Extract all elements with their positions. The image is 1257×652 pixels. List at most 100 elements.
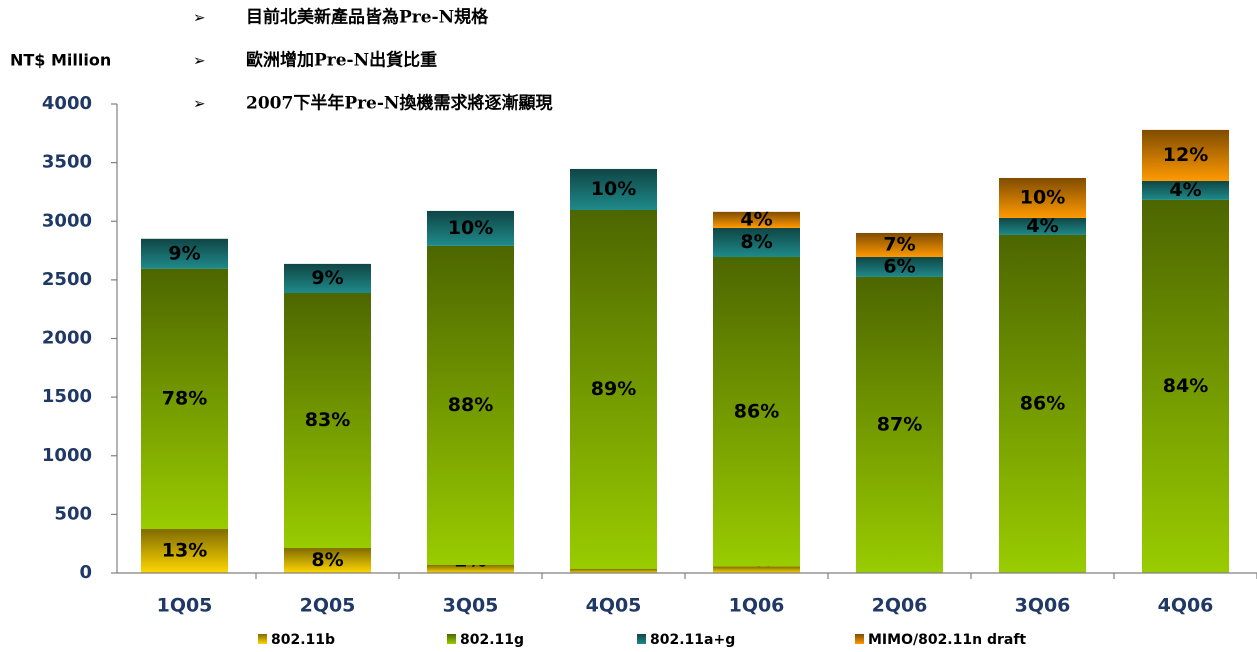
- bar-shade: [856, 257, 943, 277]
- bar-segment: [284, 293, 371, 549]
- bar-shade: [856, 276, 943, 573]
- bar-segment: [1142, 180, 1229, 200]
- bar-segment: [141, 238, 228, 269]
- bar-segment: [284, 548, 371, 573]
- legend-swatch-shade: [447, 634, 456, 644]
- data-label: 89%: [591, 378, 636, 400]
- data-label: 4%: [1169, 179, 1201, 201]
- bar-shade: [1142, 199, 1229, 573]
- x-tick-label: 1Q05: [157, 595, 213, 617]
- data-label: 88%: [448, 394, 493, 416]
- bar-segment: [999, 217, 1086, 235]
- x-tick-label: 1Q06: [729, 595, 785, 617]
- bar-shade: [284, 293, 371, 549]
- y-tick-label: 1500: [42, 386, 92, 407]
- bar-shade: [427, 210, 514, 246]
- data-label: 86%: [734, 400, 779, 422]
- x-tick-label: 4Q05: [586, 595, 642, 617]
- bar-segment: [1142, 129, 1229, 181]
- data-label: 6%: [883, 255, 915, 277]
- note-bullet: ➢: [193, 9, 206, 27]
- note: 目前北美新產品皆為Pre-N規格: [246, 7, 489, 28]
- unit-label: NT$ Million: [10, 51, 111, 70]
- x-tick-label: 3Q06: [1015, 595, 1071, 617]
- bar-segment: [1142, 199, 1229, 573]
- legend-label: 802.11b: [271, 632, 335, 648]
- notes: ➢ 目前北美新產品皆為Pre-N規格 ➢ 歐洲增加Pre-N出貨比重 ➢ 2007下半年P…: [193, 7, 552, 114]
- bar-shade: [570, 209, 657, 570]
- x-tick-label: 4Q06: [1158, 595, 1214, 617]
- data-label: 9%: [311, 267, 343, 289]
- bar-shade: [284, 548, 371, 573]
- bar-shade: [141, 238, 228, 269]
- bar-segment: [141, 529, 228, 573]
- bar-shade: [141, 268, 228, 530]
- y-tick-label: 2000: [42, 328, 92, 349]
- data-label: 7%: [883, 233, 915, 255]
- legend-swatch-shade: [637, 634, 646, 644]
- bar-segment: [713, 257, 800, 567]
- legend-swatch-shade: [855, 634, 864, 644]
- data-label: 87%: [877, 413, 922, 435]
- data-label: 10%: [591, 178, 636, 200]
- bar-segment: [570, 168, 657, 210]
- legend-label: 802.11a+g: [650, 632, 735, 648]
- bar-segment: [713, 227, 800, 258]
- data-label: 13%: [162, 540, 207, 562]
- bar-shade: [999, 234, 1086, 573]
- legend-label: MIMO/802.11n draft: [868, 632, 1026, 648]
- bar-shade: [427, 245, 514, 566]
- bar-shade: [856, 232, 943, 258]
- data-label: 86%: [1020, 392, 1065, 414]
- bar-segment: [570, 209, 657, 570]
- bar-segment: [284, 263, 371, 294]
- bar-shade: [1142, 129, 1229, 181]
- data-label: 78%: [162, 387, 207, 409]
- y-tick-label: 1000: [42, 445, 92, 466]
- y-tick-label: 4000: [42, 93, 92, 114]
- note: 2007下半年Pre-N換機需求將逐漸顯現: [246, 93, 552, 114]
- y-tick-label: 3500: [42, 152, 92, 173]
- bar-shade: [713, 227, 800, 258]
- bar-segment: [427, 210, 514, 246]
- data-label: 4%: [740, 208, 772, 230]
- y-tick-label: 500: [54, 503, 92, 524]
- bar-segment: [856, 232, 943, 258]
- note-bullet: ➢: [193, 52, 206, 70]
- bar-segment: [713, 566, 800, 573]
- bar-shade: [284, 263, 371, 294]
- bar-segment: [999, 177, 1086, 218]
- bar-shade: [570, 168, 657, 210]
- bar-shade: [713, 566, 800, 573]
- x-tick-label: 2Q05: [300, 595, 356, 617]
- data-label: 9%: [168, 242, 200, 264]
- data-label: 10%: [1020, 186, 1065, 208]
- bar-shade: [999, 217, 1086, 235]
- bar-segment: [427, 245, 514, 566]
- data-label: 8%: [740, 231, 772, 253]
- y-tick-label: 0: [79, 562, 92, 583]
- x-tick-label: 2Q06: [872, 595, 928, 617]
- data-label: 12%: [1163, 144, 1208, 166]
- bar-segment: [856, 276, 943, 573]
- data-label: 10%: [448, 217, 493, 239]
- bar-shade: [141, 529, 228, 573]
- note: 歐洲增加Pre-N出貨比重: [246, 50, 437, 71]
- bar-shade: [713, 257, 800, 567]
- bar-shade: [713, 211, 800, 228]
- bar-shade: [570, 569, 657, 573]
- bar-segment: [713, 211, 800, 228]
- bar-shade: [999, 177, 1086, 218]
- legend-swatch-shade: [258, 634, 267, 644]
- y-tick-label: 2500: [42, 269, 92, 290]
- bar-segment: [141, 268, 228, 530]
- data-label: 8%: [311, 549, 343, 571]
- data-label: 84%: [1163, 375, 1208, 397]
- x-tick-label: 3Q05: [443, 595, 499, 617]
- bar-segment: [427, 565, 514, 573]
- note-bullet: ➢: [193, 95, 206, 113]
- bar-segment: [856, 257, 943, 277]
- bar-segment: [570, 569, 657, 573]
- legend-label: 802.11g: [460, 632, 524, 648]
